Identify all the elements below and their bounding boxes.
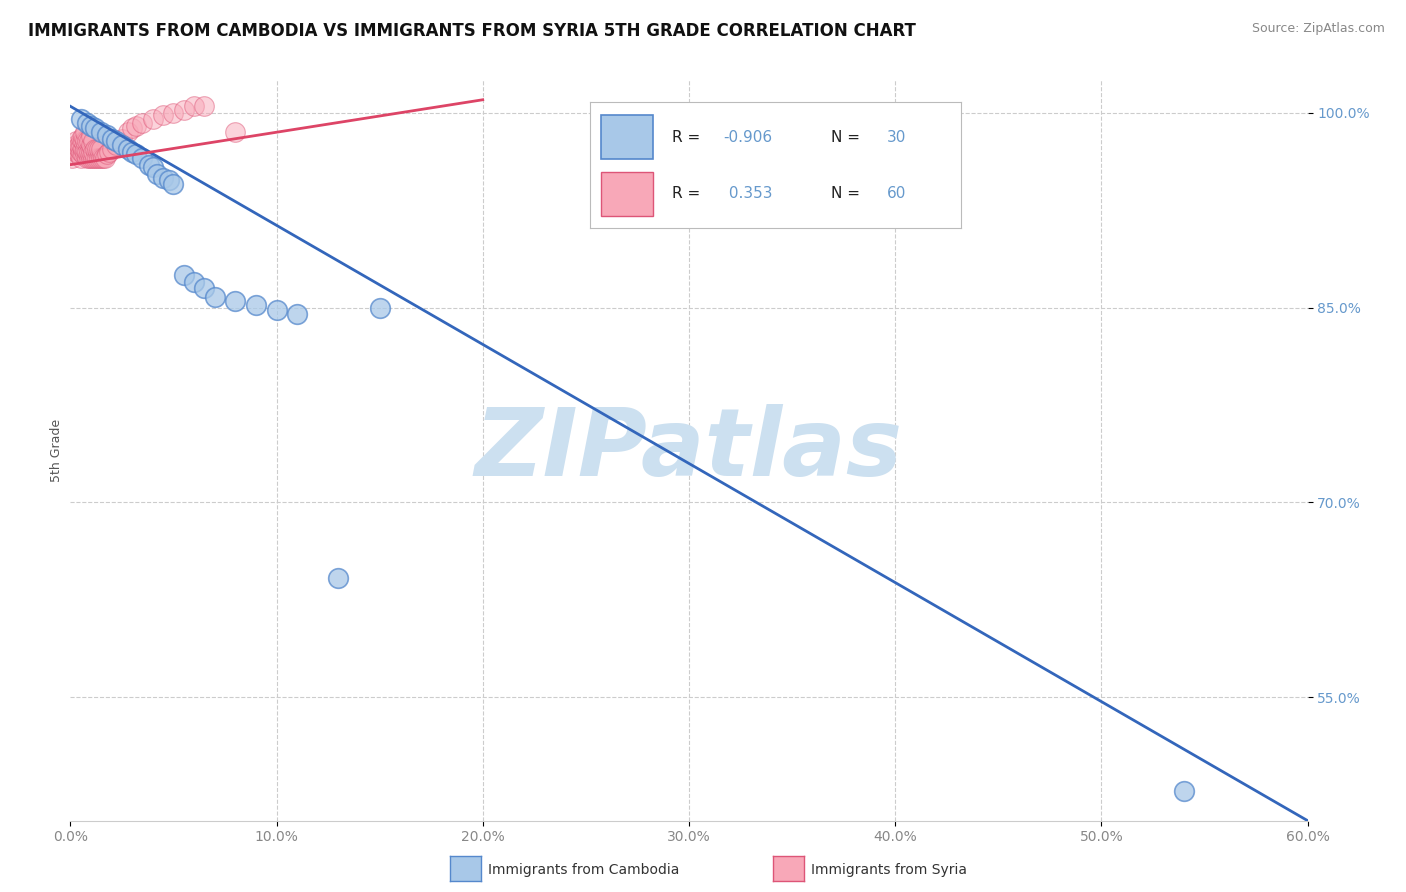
Text: Immigrants from Cambodia: Immigrants from Cambodia (488, 863, 679, 877)
Point (73, 142, 96, 156)
Point (65, 145, 87, 159)
Point (100, 142, 122, 156)
Point (90, 151, 112, 165)
Point (84, 151, 107, 165)
Point (90, 125, 112, 139)
Point (173, 103, 195, 117)
Point (111, 132, 134, 146)
Point (173, 268, 195, 282)
Point (89, 142, 111, 156)
Point (69, 145, 91, 159)
Point (89, 151, 111, 165)
Point (69, 132, 91, 146)
Point (69, 151, 91, 165)
Point (84, 142, 107, 156)
Point (328, 571, 350, 585)
Point (72, 134, 94, 148)
Point (183, 275, 205, 289)
Point (162, 177, 184, 191)
Point (80, 138, 103, 153)
Point (104, 134, 127, 148)
Point (121, 121, 143, 136)
Point (142, 161, 165, 175)
Y-axis label: 5th Grade: 5th Grade (51, 419, 63, 482)
Point (80, 151, 103, 165)
Point (72, 129, 94, 144)
Point (1173, 784, 1195, 798)
Point (82, 134, 104, 148)
Point (98, 145, 121, 159)
Point (63, 147, 86, 161)
Point (117, 142, 139, 156)
Point (76, 134, 98, 148)
Text: IMMIGRANTS FROM CAMBODIA VS IMMIGRANTS FROM SYRIA 5TH GRADE CORRELATION CHART: IMMIGRANTS FROM CAMBODIA VS IMMIGRANTS F… (28, 22, 915, 40)
Point (76, 116, 98, 130)
Point (204, 290, 226, 304)
Text: Immigrants from Syria: Immigrants from Syria (811, 863, 967, 877)
Point (67, 147, 90, 161)
Point (63, 142, 86, 156)
Point (125, 147, 148, 161)
Point (65, 138, 87, 153)
Point (82, 151, 104, 165)
Point (245, 298, 267, 312)
Point (72, 147, 94, 161)
Point (80, 145, 103, 159)
Point (162, 105, 184, 120)
Point (152, 108, 174, 122)
Point (131, 116, 153, 130)
Point (67, 138, 90, 153)
Point (60, 151, 83, 165)
Point (77, 134, 100, 148)
Point (152, 170, 174, 185)
Point (69, 138, 91, 153)
Point (117, 125, 139, 139)
Point (121, 145, 143, 159)
Point (96, 147, 118, 161)
Point (82, 145, 104, 159)
Point (94, 151, 117, 165)
Point (111, 138, 134, 153)
Point (84, 121, 107, 136)
Point (65, 134, 87, 148)
Point (73, 125, 96, 139)
Point (90, 142, 112, 156)
Point (193, 99, 215, 113)
Point (183, 99, 205, 113)
Text: Source: ZipAtlas.com: Source: ZipAtlas.com (1251, 22, 1385, 36)
Point (80, 129, 103, 144)
Point (104, 138, 127, 153)
Point (73, 134, 96, 148)
Point (67, 142, 90, 156)
Point (224, 125, 246, 139)
Point (69, 112, 91, 127)
Point (146, 167, 169, 181)
Point (131, 151, 153, 165)
Point (125, 119, 148, 133)
Text: ZIPatlas: ZIPatlas (475, 404, 903, 497)
Point (80, 119, 103, 133)
Point (142, 112, 165, 127)
Point (285, 307, 308, 321)
Point (138, 158, 160, 172)
Point (157, 173, 180, 187)
Point (76, 145, 98, 159)
Point (77, 145, 100, 159)
Point (73, 147, 96, 161)
Point (368, 301, 391, 315)
Point (77, 151, 100, 165)
Point (193, 281, 215, 295)
Point (86, 142, 108, 156)
Point (224, 294, 246, 309)
Point (76, 151, 98, 165)
Point (72, 142, 94, 156)
Point (96, 128, 118, 142)
Point (86, 151, 108, 165)
Point (91, 151, 114, 165)
Point (100, 132, 122, 146)
Point (266, 303, 288, 318)
